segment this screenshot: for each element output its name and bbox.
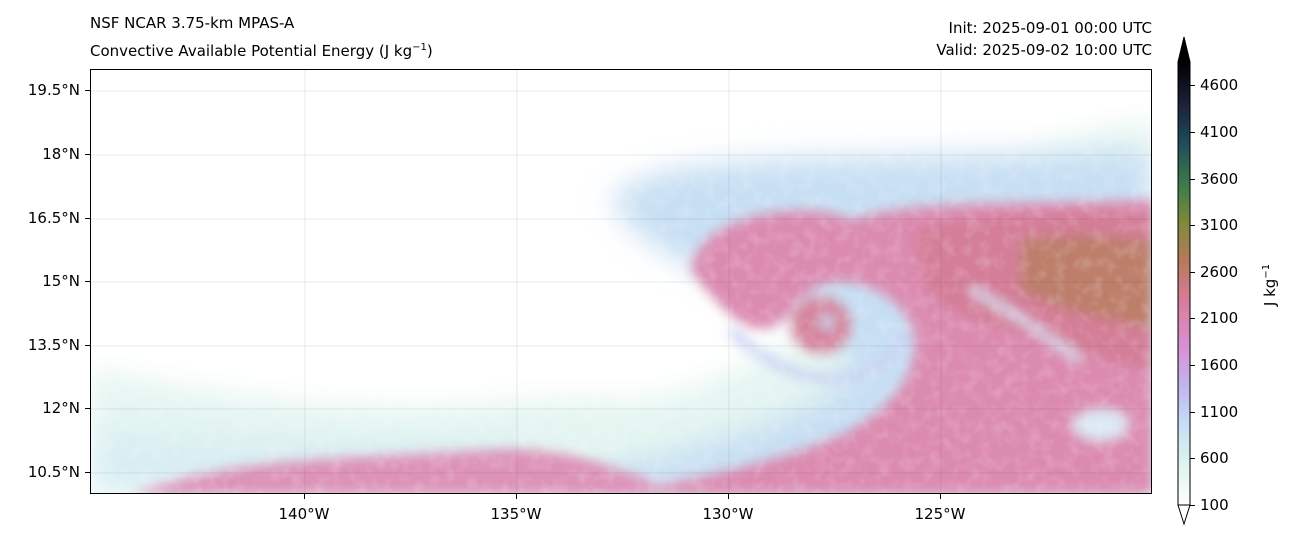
lon-label: 140°W [278, 505, 330, 523]
lat-label: 13.5°N [27, 336, 80, 354]
lat-tick [85, 218, 90, 219]
lon-tick [516, 494, 517, 499]
lon-tick [940, 494, 941, 499]
colorbar-label: J kg−1 [1261, 264, 1279, 306]
lon-label: 135°W [490, 505, 542, 523]
lat-label: 12°N [42, 399, 80, 417]
lat-label: 15°N [42, 272, 80, 290]
lon-label: 125°W [914, 505, 966, 523]
colorbar-tick [1190, 178, 1195, 180]
gridlines [91, 70, 1151, 493]
lat-label: 18°N [42, 145, 80, 163]
lon-tick [728, 494, 729, 499]
lat-label: 10.5°N [27, 463, 80, 481]
colorbar-tick [1190, 458, 1195, 460]
field-name: Convective Available Potential Energy (J… [90, 42, 413, 60]
cape-field [91, 70, 1151, 493]
colorbar-extend-min [1177, 504, 1191, 526]
colorbar-tick [1190, 85, 1195, 87]
texture [91, 70, 1151, 493]
colorbar-tick-label: 2600 [1200, 262, 1239, 281]
colorbar-tick-label: 1600 [1200, 356, 1239, 375]
colorbar-tick-label: 1100 [1200, 402, 1239, 421]
colorbar-tick-label: 4600 [1200, 76, 1239, 95]
colorbar [1177, 36, 1191, 526]
colorbar-tick [1190, 131, 1195, 133]
lat-label: 16.5°N [27, 209, 80, 227]
unit-exponent: −1 [412, 42, 427, 53]
lat-tick [85, 408, 90, 409]
field-title: Convective Available Potential Energy (J… [90, 39, 433, 60]
colorbar-tick-label: 600 [1200, 449, 1229, 468]
colorbar-tick [1190, 411, 1195, 413]
model-title: NSF NCAR 3.75-km MPAS-A [90, 14, 295, 32]
lat-label: 19.5°N [27, 81, 80, 99]
lat-tick [85, 345, 90, 346]
lat-tick [85, 281, 90, 282]
lon-label: 130°W [702, 505, 754, 523]
colorbar-unit: J kg [1261, 278, 1279, 307]
colorbar-extend-max [1177, 36, 1191, 63]
colorbar-tick [1190, 271, 1195, 273]
lat-tick [85, 90, 90, 91]
colorbar-tick-label: 100 [1200, 496, 1229, 514]
colorbar-tick-label: 2100 [1200, 309, 1239, 328]
colorbar-tick [1190, 318, 1195, 320]
colorbar-tick [1190, 365, 1195, 367]
cape-map [90, 69, 1152, 494]
colorbar-unit-exp: −1 [1261, 263, 1272, 279]
lat-tick [85, 472, 90, 473]
colorbar-tick [1190, 225, 1195, 227]
lat-tick [85, 154, 90, 155]
colorbar-tick-label: 3600 [1200, 169, 1239, 188]
colorbar-tick-label: 3100 [1200, 216, 1239, 235]
init-time: Init: 2025-09-01 00:00 UTC [948, 19, 1152, 37]
colorbar-body [1177, 61, 1191, 506]
colorbar-tick [1190, 505, 1195, 506]
field-close: ) [426, 42, 433, 60]
colorbar-tick-label: 4100 [1200, 122, 1239, 141]
lon-tick [304, 494, 305, 499]
valid-time: Valid: 2025-09-02 10:00 UTC [936, 41, 1152, 59]
